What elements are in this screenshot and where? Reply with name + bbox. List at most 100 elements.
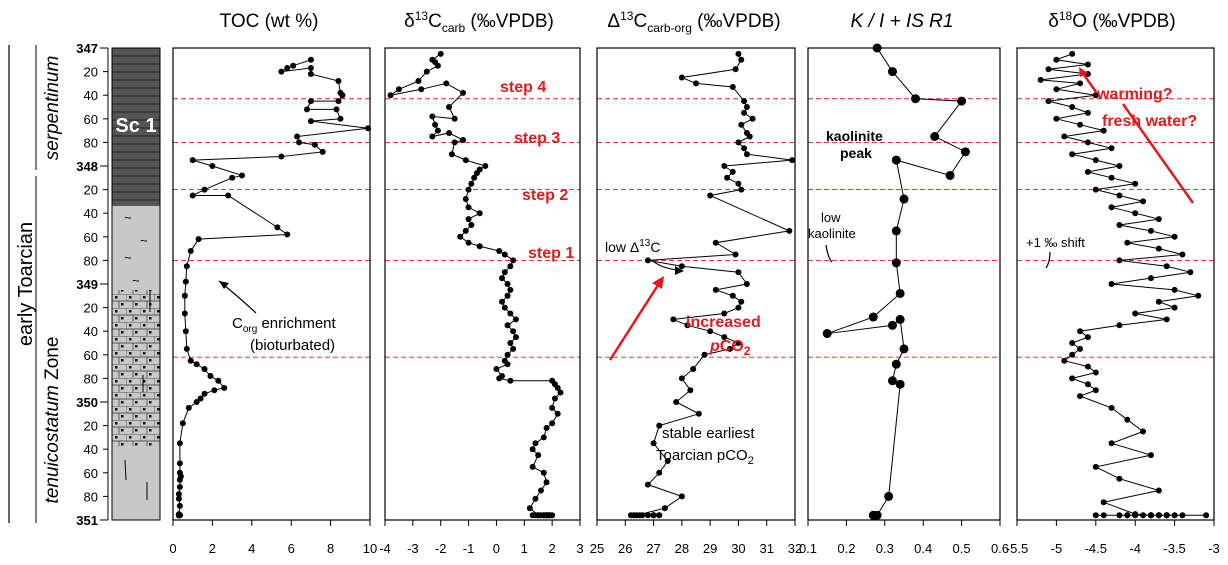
- data-point: [549, 404, 556, 411]
- data-point: [468, 180, 475, 187]
- data-point: [1203, 512, 1210, 519]
- data-point: [1116, 192, 1123, 199]
- data-point: [296, 139, 303, 146]
- data-point: [1077, 328, 1084, 335]
- data-point: [307, 98, 314, 105]
- arrow-warming: [1080, 71, 1098, 93]
- zone-upper-label: serpentinum: [42, 56, 63, 161]
- data-point: [510, 328, 517, 335]
- x-tick-label: 27: [646, 541, 660, 556]
- data-point: [446, 129, 453, 136]
- data-point: [729, 292, 736, 299]
- arrow-corg-head: [219, 281, 229, 289]
- arrow-pco2: [608, 281, 662, 361]
- data-point: [899, 194, 909, 204]
- data-point: [721, 163, 728, 169]
- data-point: [724, 174, 731, 181]
- x-tick-label: 0: [169, 541, 176, 556]
- data-point: [1116, 222, 1123, 228]
- data-point: [1171, 286, 1178, 293]
- data-point: [549, 420, 556, 427]
- zone-lower-suffix: Zone: [42, 337, 63, 380]
- data-point: [189, 192, 196, 199]
- depth-major-label: 350: [76, 395, 98, 410]
- data-point: [446, 104, 453, 110]
- data-point: [1132, 512, 1139, 519]
- data-point: [504, 361, 511, 368]
- data-point: [701, 351, 708, 358]
- data-point: [337, 115, 344, 122]
- burrow-mark-3: ~: [124, 250, 132, 265]
- data-point: [201, 390, 208, 397]
- ann-corg-text: enrichment: [257, 315, 336, 332]
- data-point: [462, 227, 469, 234]
- data-point: [656, 512, 663, 519]
- data-point: [1069, 151, 1076, 158]
- panel-toc: 0 2 4 6 8 10: [169, 47, 377, 556]
- data-point: [176, 460, 183, 467]
- data-point: [278, 153, 285, 160]
- data-point: [501, 251, 508, 258]
- data-point: [735, 340, 742, 346]
- data-point: [678, 263, 685, 270]
- data-point: [1124, 416, 1131, 423]
- title-d13c-delta: δ: [404, 11, 415, 32]
- ann-step3: step 3: [514, 130, 560, 147]
- data-point: [1163, 263, 1170, 270]
- title-D13c: Δ13Ccarb-org (‰VPDB): [607, 9, 780, 35]
- ann-stable-2: Toarcian pCO2: [656, 447, 754, 467]
- data-point: [749, 115, 756, 122]
- depth-minor-label: 60: [84, 112, 98, 127]
- data-point: [183, 345, 190, 352]
- data-point: [429, 113, 436, 120]
- data-point: [738, 121, 745, 128]
- data-point: [891, 155, 901, 165]
- title-d13c-unit: (‰VPDB): [465, 11, 554, 32]
- data-point: [557, 389, 564, 396]
- data-point: [238, 172, 245, 179]
- ann-low-d13c-c: C: [650, 239, 660, 255]
- x-tick-label: 30: [731, 541, 745, 556]
- data-point: [546, 512, 553, 519]
- title-D13c-sub: carb-org: [647, 21, 692, 35]
- x-tick-label: -4: [1129, 541, 1141, 556]
- data-point: [207, 373, 214, 380]
- data-point: [1179, 512, 1186, 519]
- data-point: [507, 263, 514, 270]
- data-point: [1037, 76, 1044, 83]
- x-tick-label: 29: [703, 541, 717, 556]
- title-d18o-sup: 18: [1059, 9, 1073, 23]
- data-point: [512, 316, 519, 323]
- data-point: [443, 80, 450, 87]
- data-point: [1140, 428, 1147, 435]
- title-D13c-unit: (‰VPDB): [692, 11, 781, 32]
- data-point: [678, 375, 685, 382]
- data-point: [457, 233, 464, 240]
- data-point: [529, 446, 536, 453]
- zone-lower-name: tenuicostatum: [42, 385, 63, 503]
- data-point: [729, 83, 736, 90]
- data-point: [1132, 310, 1139, 317]
- data-point: [476, 243, 483, 250]
- ann-step4: step 4: [500, 79, 546, 96]
- data-point: [176, 440, 183, 447]
- data-point: [644, 481, 651, 488]
- x-tick-label: -5: [1051, 541, 1063, 556]
- data-point: [1116, 512, 1123, 519]
- data-point: [872, 43, 882, 53]
- data-point: [732, 66, 739, 73]
- data-point: [471, 174, 478, 181]
- depth-minor-label: 40: [84, 88, 98, 103]
- data-point: [501, 269, 508, 276]
- x-tick-label: 32: [788, 541, 802, 556]
- data-point: [746, 133, 753, 140]
- data-point: [738, 186, 745, 193]
- data-point: [507, 286, 514, 293]
- data-point: [1108, 440, 1115, 447]
- data-point: [678, 493, 685, 500]
- x-tick-label: 1: [521, 541, 528, 556]
- title-d18o: δ18O (‰VPDB): [1048, 9, 1175, 32]
- data-point: [1069, 50, 1076, 57]
- data-point: [1077, 345, 1084, 352]
- data-point: [1053, 56, 1060, 63]
